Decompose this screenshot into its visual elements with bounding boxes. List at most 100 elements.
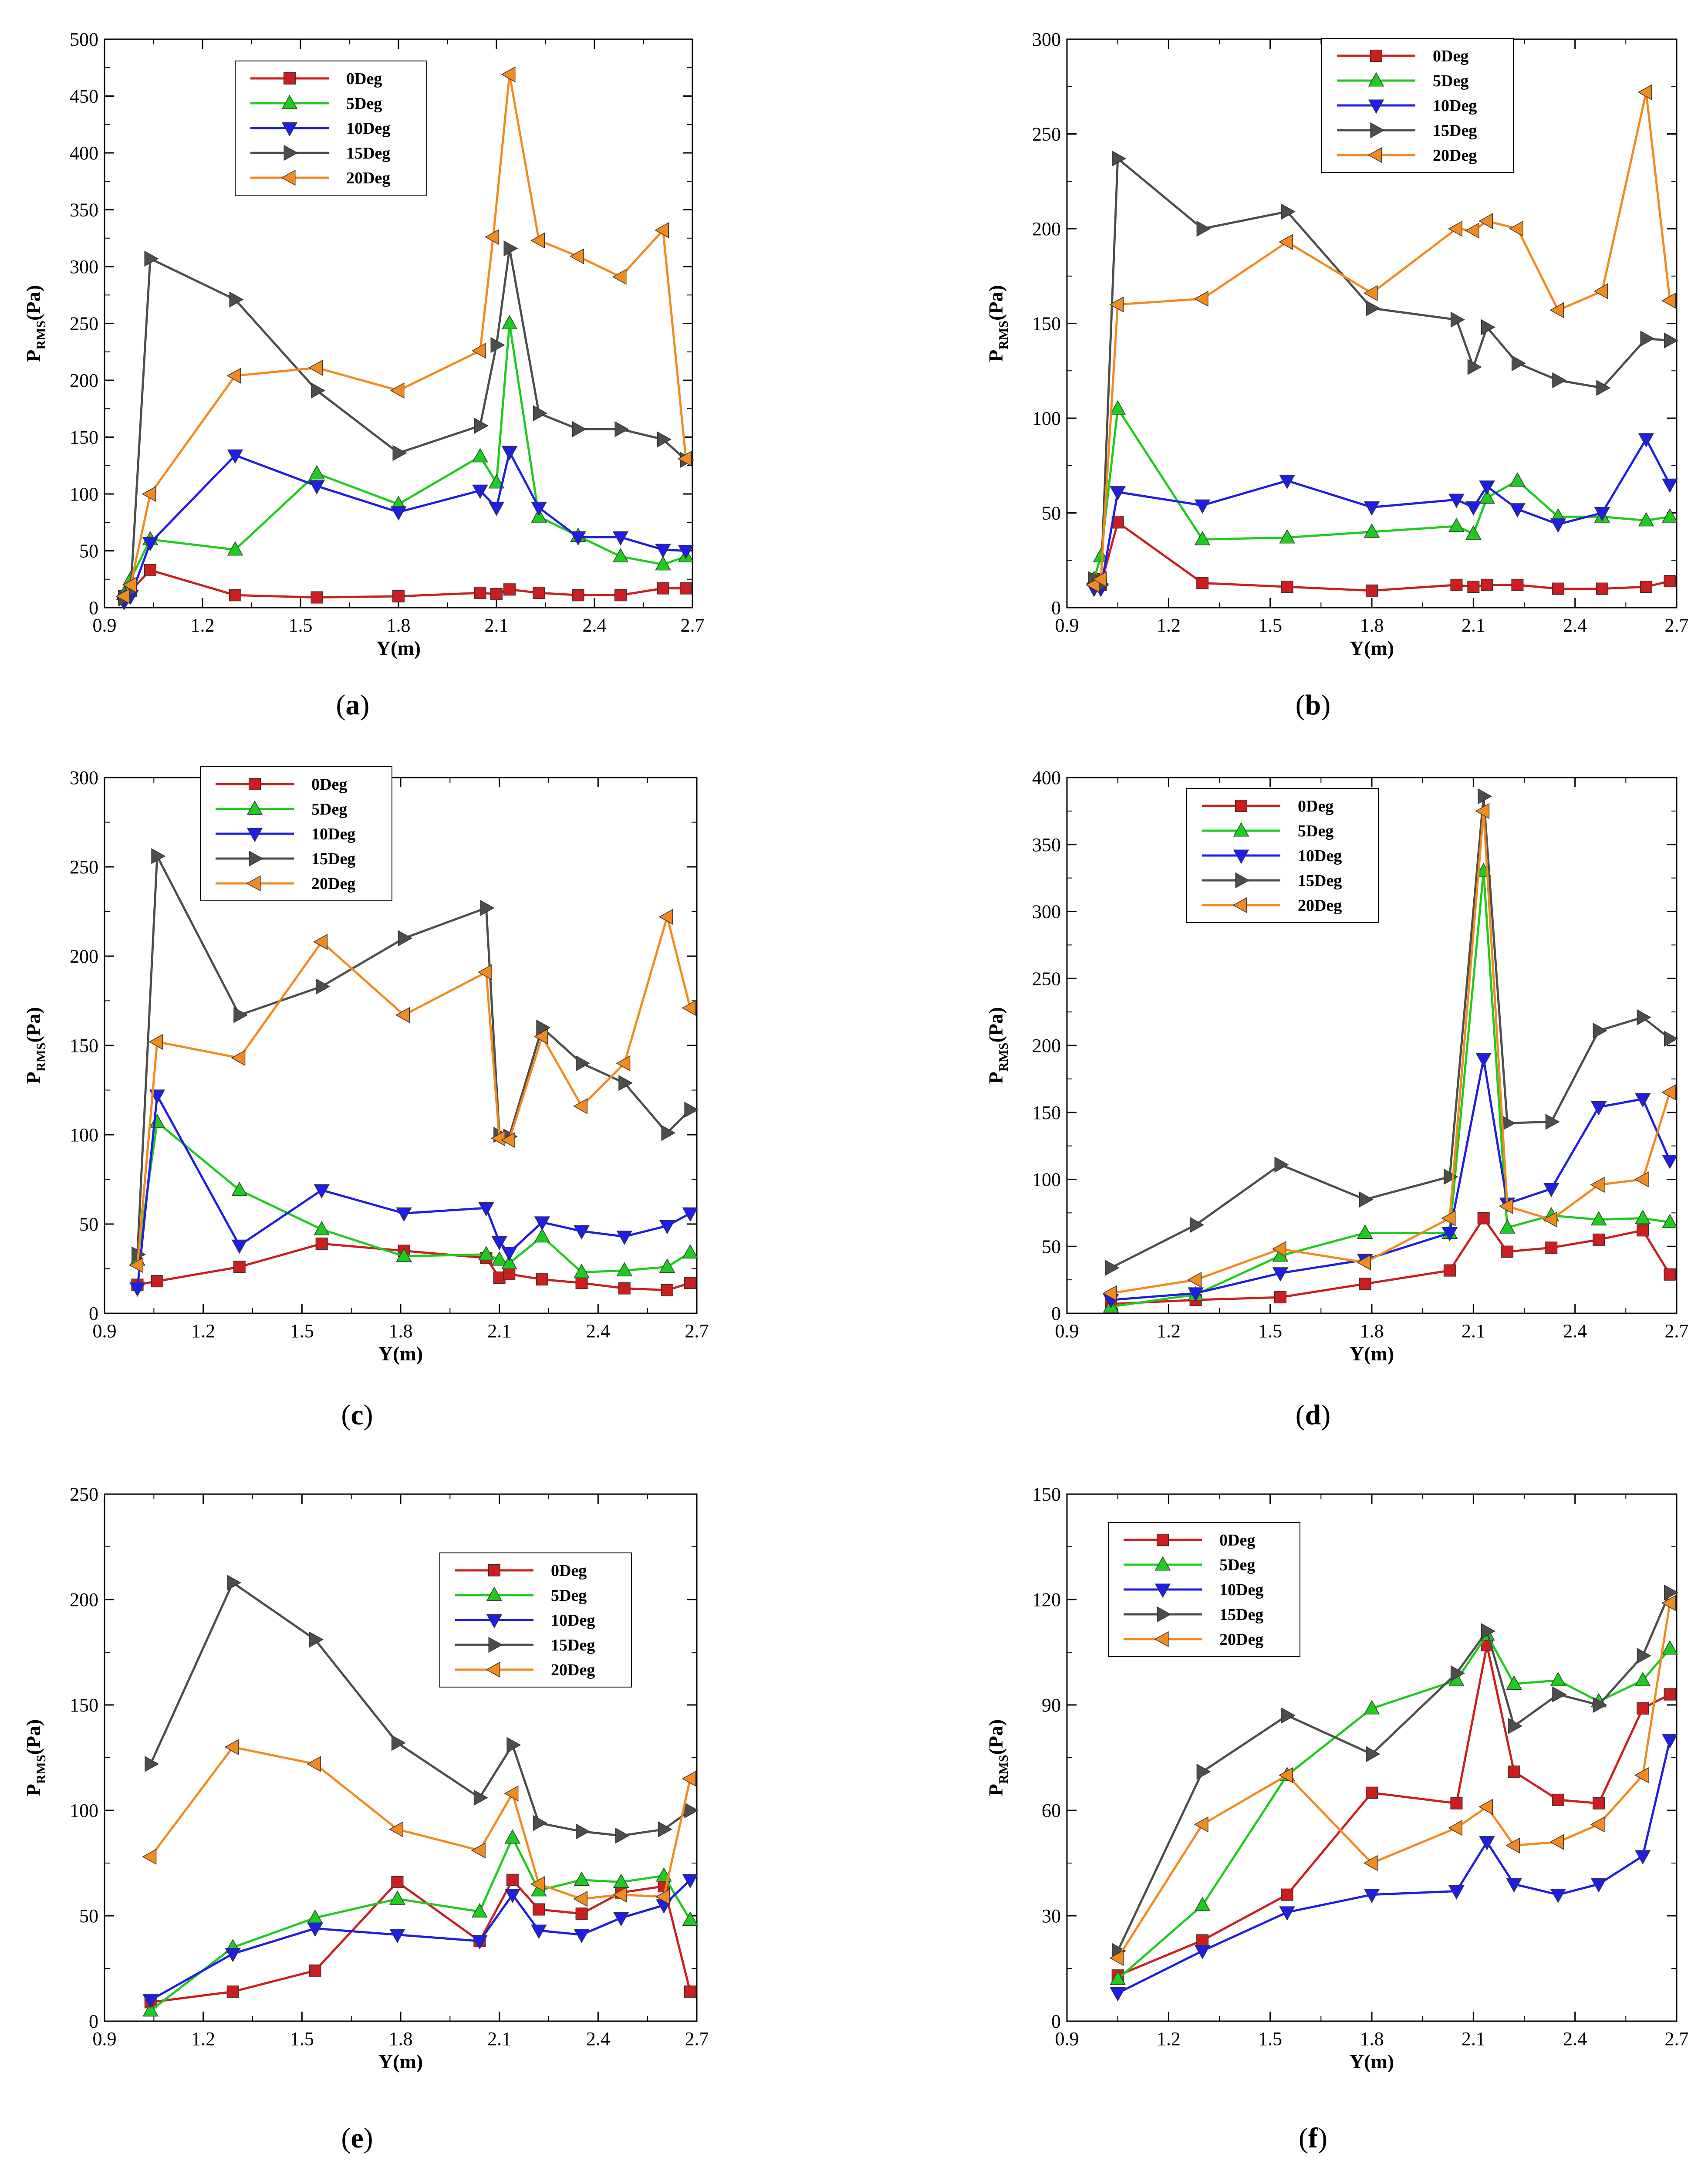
data-point-5Deg [231, 1181, 248, 1196]
data-point-10Deg [1279, 1906, 1295, 1921]
data-point-0Deg [309, 1964, 321, 1977]
data-point-0Deg [575, 1277, 588, 1289]
data-point-0Deg [1365, 1786, 1378, 1799]
series-0Deg [1088, 516, 1676, 597]
panel-label: (e) [341, 2122, 373, 2154]
data-point-5Deg [149, 1113, 165, 1128]
x-tick-label: 1.5 [289, 615, 313, 636]
y-tick-label: 0 [89, 1303, 98, 1324]
data-point-10Deg [1550, 1889, 1566, 1903]
data-point-15Deg [392, 445, 407, 461]
data-point-15Deg [615, 1827, 630, 1844]
data-point-20Deg [129, 1257, 144, 1273]
series-line-0Deg [137, 1242, 691, 1292]
data-point-10Deg [1506, 1878, 1522, 1893]
legend-label-20Deg: 20Deg [1298, 896, 1342, 915]
data-point-15Deg [1552, 1686, 1567, 1703]
data-point-20Deg [1661, 1595, 1676, 1611]
x-tick-label: 2.7 [685, 1320, 709, 1342]
legend-marker-10Deg [1368, 99, 1384, 114]
legend-marker-20Deg [1154, 1631, 1169, 1647]
legend-marker-5Deg [246, 800, 263, 815]
x-tick-label: 0.9 [1055, 2028, 1079, 2049]
y-axis-title: PRMS(Pa) [22, 285, 48, 362]
series-15Deg [132, 848, 699, 1262]
y-axis-title-subscript: RMS [996, 321, 1011, 350]
data-point-15Deg [144, 250, 159, 267]
data-point-10Deg [1590, 1878, 1607, 1893]
data-point-5Deg [314, 1221, 330, 1235]
series-line-20Deg [1093, 91, 1671, 586]
data-point-5Deg [1662, 1214, 1678, 1228]
data-point-5Deg [659, 1258, 675, 1273]
y-tick-label: 150 [70, 1694, 98, 1716]
data-point-0Deg [1450, 1797, 1463, 1809]
data-point-15Deg [658, 1821, 672, 1837]
panel-label-open: ( [1299, 2122, 1308, 2154]
data-point-15Deg [151, 848, 166, 864]
data-point-20Deg [142, 1849, 157, 1865]
data-point-10Deg [1662, 478, 1678, 493]
data-point-20Deg [1505, 1837, 1520, 1853]
panel-label-close: ) [1318, 2122, 1327, 2154]
legend-marker-15Deg [249, 850, 263, 867]
data-point-20Deg [485, 229, 499, 245]
data-point-10Deg [225, 1948, 241, 1962]
data-point-0Deg [144, 564, 157, 576]
data-point-5Deg [491, 1251, 507, 1266]
x-tick-label: 1.2 [1157, 615, 1181, 636]
data-point-10Deg [1110, 486, 1126, 501]
legend-marker-0Deg [1156, 1533, 1169, 1546]
data-point-0Deg [311, 591, 323, 604]
data-point-15Deg [473, 1789, 488, 1806]
data-point-5Deg [396, 1248, 412, 1262]
legend-marker-20Deg [1367, 147, 1382, 163]
data-point-5Deg [1364, 1700, 1380, 1715]
data-point-0Deg [315, 1238, 328, 1250]
data-point-15Deg [661, 1125, 676, 1141]
y-axis-title-main: P [22, 350, 44, 362]
y-axis-title-main: P [22, 1784, 44, 1796]
data-point-20Deg [1109, 1950, 1124, 1966]
data-point-20Deg [1661, 293, 1676, 309]
data-point-15Deg [1481, 1623, 1495, 1639]
data-point-20Deg [1549, 302, 1564, 318]
y-axis-title: PRMS(Pa) [985, 285, 1011, 362]
data-point-15Deg [1196, 1763, 1211, 1780]
series-line-5Deg [150, 1836, 692, 2012]
legend-label-0Deg: 0Deg [1298, 797, 1333, 815]
series-line-10Deg [1094, 438, 1671, 590]
data-point-15Deg [1366, 300, 1381, 316]
data-point-5Deg [1662, 1640, 1678, 1655]
data-point-20Deg [573, 1098, 588, 1114]
y-tick-label: 150 [70, 1035, 98, 1056]
data-point-5Deg [501, 315, 518, 329]
data-point-15Deg [1105, 1260, 1120, 1276]
panel-label-letter: e [351, 2122, 363, 2154]
chart-panel-c: 0.9 1.2 1.5 1.8 2.1 2.4 2.7 0 50 100 150 200 250 300 Y… [22, 766, 709, 1431]
series-20Deg [1085, 84, 1676, 593]
y-tick-label: 0 [1051, 2011, 1061, 2032]
data-point-10Deg [574, 1929, 590, 1943]
data-point-20Deg [1590, 1816, 1605, 1833]
data-point-0Deg [1359, 1278, 1371, 1290]
x-tick-label: 2.1 [487, 2028, 511, 2049]
data-point-15Deg [1274, 1157, 1289, 1173]
legend-marker-10Deg [281, 122, 298, 137]
y-axis-title: PRMS(Pa) [22, 1007, 48, 1084]
panel-label-open: ( [341, 1399, 351, 1431]
data-point-20Deg [1509, 220, 1523, 237]
legend-marker-0Deg [248, 778, 261, 791]
data-point-5Deg [309, 465, 325, 480]
series-5Deg [142, 1829, 699, 2017]
data-point-10Deg [1662, 1734, 1678, 1749]
data-point-20Deg [1363, 285, 1378, 301]
y-tick-label: 120 [1032, 1589, 1061, 1610]
y-tick-label: 450 [70, 86, 98, 107]
data-point-20Deg [1593, 283, 1608, 299]
data-point-20Deg [390, 382, 405, 399]
data-point-5Deg [1110, 400, 1126, 415]
data-point-15Deg [1664, 1031, 1678, 1047]
data-point-20Deg [1363, 1855, 1378, 1871]
data-point-10Deg [612, 531, 629, 546]
